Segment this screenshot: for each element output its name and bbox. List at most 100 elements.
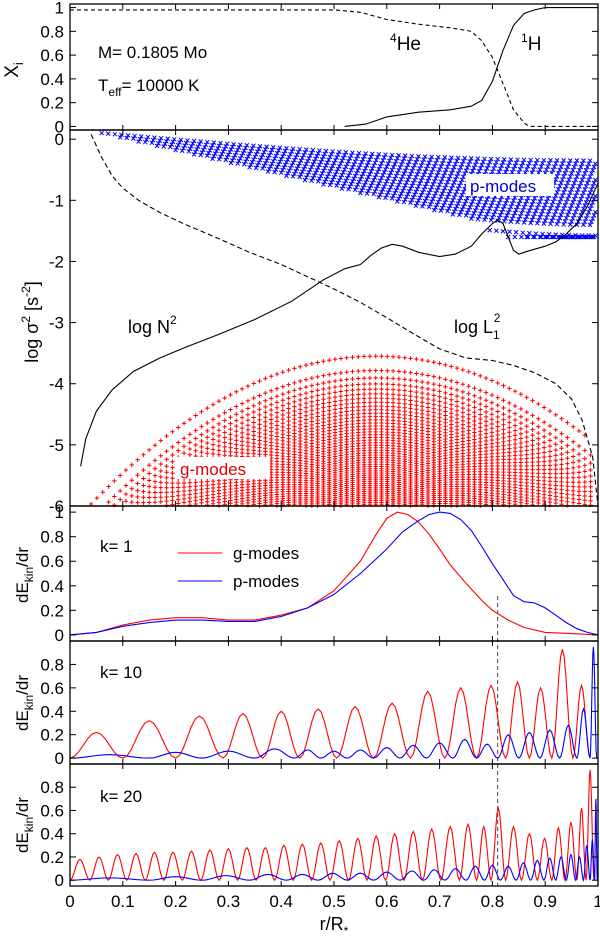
p-mode-point	[451, 164, 457, 170]
g-mode-point	[239, 415, 245, 420]
p-mode-point	[112, 131, 118, 137]
g-mode-point	[408, 377, 413, 383]
p-mode-point	[422, 154, 428, 159]
g-mode-point	[501, 422, 506, 427]
p-mode-point	[438, 179, 444, 185]
p-mode-point	[445, 194, 450, 200]
p-mode-point	[573, 209, 578, 215]
g-mode-point	[385, 368, 390, 373]
p-mode-point	[516, 216, 522, 222]
g-mode-point	[565, 479, 570, 485]
p-mode-point	[459, 207, 465, 212]
g-mode-point	[222, 435, 227, 440]
p-mode-point	[482, 217, 487, 223]
g-mode-point	[582, 489, 587, 494]
p-mode-point	[591, 212, 597, 218]
g-mode-point	[292, 366, 297, 371]
y-tick-label: 0.6	[40, 552, 64, 571]
panel-k10: 00.20.40.60.8 dEkin/dr k= 10	[13, 640, 599, 768]
p-mode-point	[490, 200, 495, 206]
p-mode-point	[509, 169, 515, 175]
p-mode-point	[393, 173, 399, 179]
p-mode-point	[315, 178, 321, 184]
g-mode-point	[373, 368, 378, 373]
g-mode-point	[205, 435, 210, 440]
g-mode-point	[251, 403, 256, 408]
p-mode-point	[241, 148, 247, 153]
p-mode-point	[164, 138, 169, 144]
y-tick-label: 0	[55, 871, 64, 890]
p-mode-point	[296, 149, 301, 155]
g-mode-point	[402, 383, 407, 388]
p-mode-point	[431, 163, 437, 169]
p-mode-point	[582, 171, 588, 176]
g-mode-point	[507, 442, 512, 448]
p-mode-point	[429, 169, 435, 175]
p-mode-point	[297, 174, 303, 180]
p-mode-point	[408, 156, 413, 162]
p-mode-point	[364, 163, 370, 168]
g-mode-point	[228, 427, 233, 432]
g-mode-point	[582, 448, 587, 453]
p-mode-point	[593, 209, 598, 215]
p-mode-point	[368, 169, 374, 174]
p-mode-point	[315, 165, 321, 170]
p-mode-point	[327, 182, 333, 188]
p-mode-point	[561, 174, 567, 179]
g-mode-point	[147, 490, 152, 495]
p-mode-point	[398, 176, 404, 182]
g-mode-point	[263, 415, 268, 420]
p-mode-point	[515, 204, 520, 210]
g-mode-point	[576, 458, 582, 464]
g-mode-point	[298, 407, 303, 412]
g-mode-point	[524, 456, 529, 461]
p-mode-point	[330, 149, 336, 154]
g-mode-point	[385, 354, 390, 359]
g-mode-point	[274, 410, 280, 415]
g-mode-point	[234, 438, 239, 443]
g-mode-point	[390, 368, 396, 374]
g-mode-point	[210, 431, 216, 436]
p-mode-point	[372, 189, 378, 194]
p-mode-point	[392, 190, 398, 196]
g-mode-point	[356, 396, 361, 402]
g-mode-point	[565, 450, 570, 455]
g-mode-point	[228, 415, 233, 420]
p-mode-point	[402, 168, 408, 174]
p-mode-point	[391, 179, 396, 185]
p-mode-point	[182, 143, 188, 148]
g-mode-point	[216, 448, 222, 453]
p-mode-point	[408, 200, 413, 205]
g-mode-point	[437, 389, 442, 394]
p-mode-point	[428, 187, 433, 193]
p-mode-point	[367, 157, 372, 163]
g-mode-point	[338, 402, 344, 407]
p-mode-point	[571, 164, 577, 170]
p-mode-point	[339, 186, 345, 192]
p-mode-point	[420, 175, 425, 181]
p-mode-point	[443, 197, 449, 203]
p-mode-point	[431, 193, 437, 199]
p-mode-point	[309, 178, 314, 184]
p-mode-point	[573, 193, 578, 199]
g-mode-point	[152, 479, 158, 484]
g-mode-point	[210, 447, 216, 452]
p-mode-point	[157, 138, 163, 144]
p-mode-point	[470, 199, 475, 204]
p-mode-point	[204, 153, 210, 158]
g-mode-point	[112, 502, 117, 508]
p-mode-point	[585, 196, 590, 202]
p-mode-point	[237, 156, 243, 161]
p-mode-point	[408, 186, 413, 191]
p-mode-point	[468, 202, 474, 207]
g-mode-point	[356, 392, 361, 397]
p-mode-point	[434, 173, 440, 178]
g-mode-point	[553, 442, 558, 447]
g-mode-point	[228, 501, 233, 506]
p-mode-point	[409, 168, 415, 174]
p-mode-point	[212, 151, 218, 156]
p-mode-point	[409, 153, 415, 159]
p-mode-point	[269, 161, 275, 167]
p-mode-point	[558, 180, 564, 186]
p-mode-point	[459, 177, 465, 183]
